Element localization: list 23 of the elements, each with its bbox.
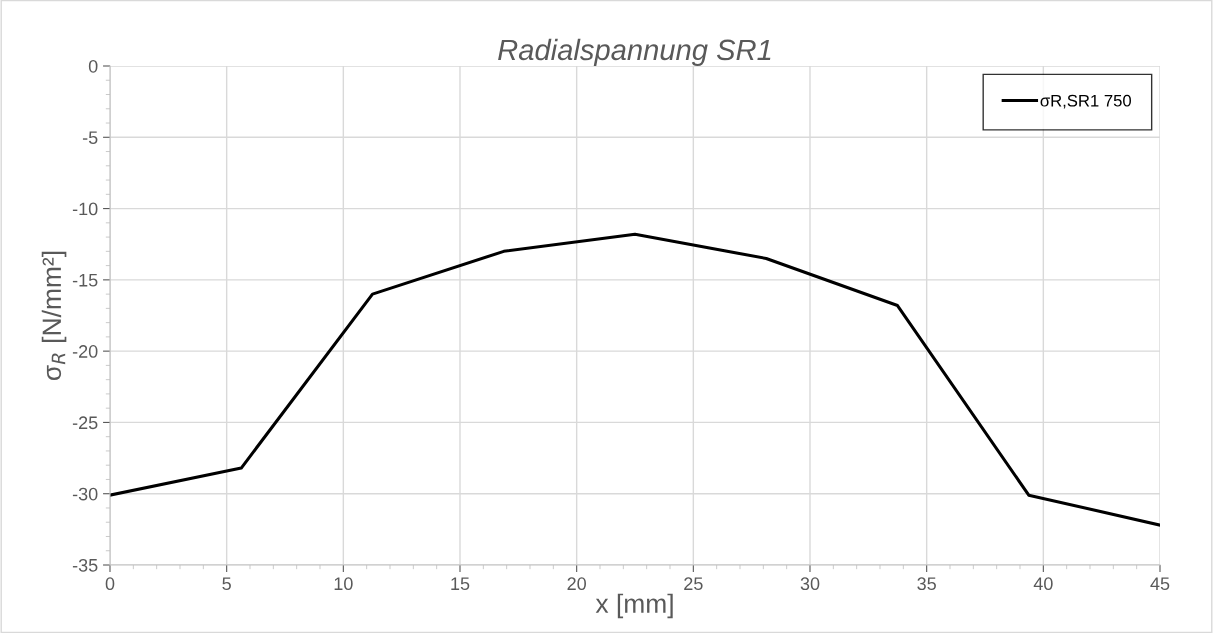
x-tick-label: 40 (1033, 577, 1053, 591)
x-tick-label: 5 (222, 577, 231, 591)
x-axis-title: x [mm] (595, 593, 673, 619)
x-tick-label: 45 (1150, 577, 1170, 591)
y-axis-title: σ$_{R}$ [N/mm²] (41, 251, 67, 381)
x-tick-label: 15 (451, 577, 470, 591)
x-tick-label: 25 (684, 577, 703, 591)
x-tick-label: 0 (105, 577, 115, 591)
x-tick-label: 20 (567, 577, 586, 591)
line-series (110, 232, 1160, 527)
chart-title: Radialspannung SR1 (498, 38, 771, 66)
y-tick-label: 0 (88, 59, 98, 73)
x-tick-label: 30 (800, 577, 820, 591)
y-tick-label: -20 (72, 345, 98, 358)
y-tick-label: -15 (72, 273, 98, 287)
y-tick-label: -30 (72, 487, 98, 501)
x-tick-label: 35 (917, 577, 936, 591)
y-tick-label: -10 (72, 202, 98, 216)
x-tick-label: 10 (334, 577, 353, 591)
y-tick-label: -5 (82, 131, 98, 145)
y-tick-label: -35 (72, 558, 98, 572)
y-tick-label: -25 (72, 416, 98, 430)
legend-label: σR,SR1 750 (1040, 94, 1132, 109)
